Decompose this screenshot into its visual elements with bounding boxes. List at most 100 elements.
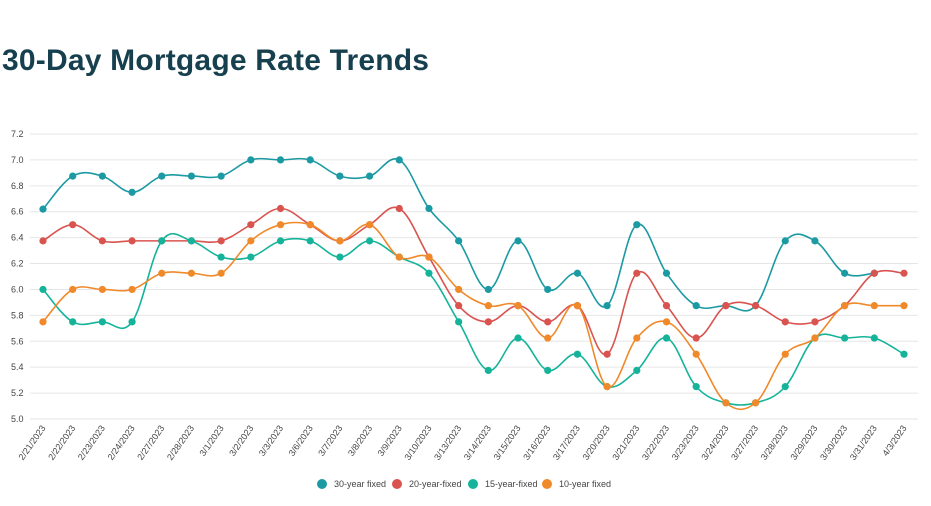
data-point-10-year-fixed[interactable] bbox=[187, 269, 196, 277]
data-point-20-year-fixed[interactable] bbox=[69, 221, 77, 229]
data-point-20-year-fixed[interactable] bbox=[217, 237, 225, 245]
data-point-15-year-fixed[interactable] bbox=[781, 383, 789, 391]
data-point-15-year-fixed[interactable] bbox=[306, 237, 314, 245]
data-point-30-year-fixed[interactable] bbox=[128, 188, 136, 196]
data-point-10-year-fixed[interactable] bbox=[98, 285, 106, 294]
data-point-20-year-fixed[interactable] bbox=[395, 204, 403, 213]
data-point-15-year-fixed[interactable] bbox=[900, 350, 908, 358]
data-point-10-year-fixed[interactable] bbox=[633, 334, 641, 342]
data-point-30-year-fixed[interactable] bbox=[276, 156, 285, 164]
data-point-15-year-fixed[interactable] bbox=[455, 318, 463, 326]
data-point-15-year-fixed[interactable] bbox=[128, 318, 136, 326]
legend-item[interactable]: 20-year-fixed bbox=[392, 479, 462, 489]
data-point-15-year-fixed[interactable] bbox=[514, 334, 522, 342]
data-point-10-year-fixed[interactable] bbox=[306, 221, 314, 229]
data-point-20-year-fixed[interactable] bbox=[633, 269, 641, 277]
data-point-30-year-fixed[interactable] bbox=[484, 285, 492, 294]
data-point-30-year-fixed[interactable] bbox=[39, 205, 47, 213]
data-point-10-year-fixed[interactable] bbox=[662, 318, 671, 326]
data-point-20-year-fixed[interactable] bbox=[811, 318, 819, 326]
data-point-15-year-fixed[interactable] bbox=[39, 285, 47, 294]
data-point-10-year-fixed[interactable] bbox=[692, 350, 700, 358]
data-point-30-year-fixed[interactable] bbox=[336, 172, 344, 180]
data-point-10-year-fixed[interactable] bbox=[425, 253, 433, 261]
data-point-15-year-fixed[interactable] bbox=[841, 334, 849, 342]
legend-item[interactable]: 30-year fixed bbox=[317, 479, 386, 489]
data-point-10-year-fixed[interactable] bbox=[841, 302, 849, 310]
data-point-10-year-fixed[interactable] bbox=[276, 221, 285, 229]
data-point-30-year-fixed[interactable] bbox=[692, 302, 700, 310]
data-point-30-year-fixed[interactable] bbox=[514, 237, 522, 245]
data-point-15-year-fixed[interactable] bbox=[544, 366, 552, 375]
data-point-30-year-fixed[interactable] bbox=[573, 269, 582, 277]
data-point-20-year-fixed[interactable] bbox=[870, 269, 878, 277]
data-point-10-year-fixed[interactable] bbox=[603, 383, 611, 391]
data-point-30-year-fixed[interactable] bbox=[158, 172, 166, 180]
data-point-30-year-fixed[interactable] bbox=[544, 285, 552, 294]
data-point-30-year-fixed[interactable] bbox=[841, 269, 849, 277]
data-point-20-year-fixed[interactable] bbox=[39, 237, 47, 245]
data-point-20-year-fixed[interactable] bbox=[900, 269, 908, 277]
data-point-10-year-fixed[interactable] bbox=[365, 221, 374, 229]
data-point-20-year-fixed[interactable] bbox=[544, 318, 552, 326]
data-point-20-year-fixed[interactable] bbox=[128, 237, 136, 245]
data-point-15-year-fixed[interactable] bbox=[484, 366, 492, 375]
data-point-30-year-fixed[interactable] bbox=[365, 172, 374, 180]
data-point-15-year-fixed[interactable] bbox=[247, 253, 255, 261]
data-point-10-year-fixed[interactable] bbox=[811, 334, 819, 342]
data-point-10-year-fixed[interactable] bbox=[544, 334, 552, 342]
data-point-15-year-fixed[interactable] bbox=[217, 253, 225, 261]
data-point-10-year-fixed[interactable] bbox=[69, 285, 77, 294]
data-point-20-year-fixed[interactable] bbox=[98, 237, 106, 245]
data-point-15-year-fixed[interactable] bbox=[662, 334, 671, 342]
data-point-15-year-fixed[interactable] bbox=[98, 318, 106, 326]
data-point-10-year-fixed[interactable] bbox=[751, 399, 760, 407]
data-point-15-year-fixed[interactable] bbox=[573, 350, 582, 358]
data-point-30-year-fixed[interactable] bbox=[98, 172, 106, 180]
data-point-10-year-fixed[interactable] bbox=[395, 253, 403, 261]
data-point-30-year-fixed[interactable] bbox=[69, 172, 77, 180]
legend-item[interactable]: 10-year fixed bbox=[542, 479, 611, 489]
data-point-20-year-fixed[interactable] bbox=[781, 318, 789, 326]
data-point-15-year-fixed[interactable] bbox=[425, 269, 433, 277]
data-point-20-year-fixed[interactable] bbox=[722, 302, 730, 310]
data-point-15-year-fixed[interactable] bbox=[69, 318, 77, 326]
data-point-20-year-fixed[interactable] bbox=[455, 302, 463, 310]
data-point-15-year-fixed[interactable] bbox=[870, 334, 878, 342]
data-point-30-year-fixed[interactable] bbox=[247, 156, 255, 164]
data-point-20-year-fixed[interactable] bbox=[603, 350, 611, 358]
data-point-15-year-fixed[interactable] bbox=[633, 366, 641, 375]
data-point-30-year-fixed[interactable] bbox=[603, 302, 611, 310]
data-point-10-year-fixed[interactable] bbox=[158, 269, 166, 277]
data-point-30-year-fixed[interactable] bbox=[811, 237, 819, 245]
data-point-10-year-fixed[interactable] bbox=[217, 269, 225, 277]
data-point-15-year-fixed[interactable] bbox=[365, 237, 374, 245]
data-point-15-year-fixed[interactable] bbox=[692, 383, 700, 391]
data-point-30-year-fixed[interactable] bbox=[217, 172, 225, 180]
data-point-20-year-fixed[interactable] bbox=[276, 204, 285, 213]
data-point-20-year-fixed[interactable] bbox=[751, 302, 760, 310]
data-point-10-year-fixed[interactable] bbox=[128, 285, 136, 294]
data-point-20-year-fixed[interactable] bbox=[662, 302, 671, 310]
data-point-30-year-fixed[interactable] bbox=[633, 221, 641, 229]
data-point-15-year-fixed[interactable] bbox=[336, 253, 344, 261]
data-point-30-year-fixed[interactable] bbox=[395, 156, 403, 164]
data-point-20-year-fixed[interactable] bbox=[247, 221, 255, 229]
data-point-20-year-fixed[interactable] bbox=[692, 334, 700, 342]
data-point-30-year-fixed[interactable] bbox=[662, 269, 671, 277]
data-point-10-year-fixed[interactable] bbox=[573, 302, 582, 310]
data-point-15-year-fixed[interactable] bbox=[276, 237, 285, 245]
data-point-30-year-fixed[interactable] bbox=[781, 237, 789, 245]
legend-item[interactable]: 15-year-fixed bbox=[468, 479, 538, 489]
data-point-10-year-fixed[interactable] bbox=[336, 237, 344, 245]
data-point-20-year-fixed[interactable] bbox=[484, 318, 492, 326]
data-point-10-year-fixed[interactable] bbox=[484, 302, 492, 310]
data-point-30-year-fixed[interactable] bbox=[425, 204, 433, 213]
data-point-10-year-fixed[interactable] bbox=[247, 237, 255, 245]
data-point-10-year-fixed[interactable] bbox=[514, 302, 522, 310]
data-point-30-year-fixed[interactable] bbox=[455, 237, 463, 245]
data-point-30-year-fixed[interactable] bbox=[306, 156, 314, 164]
data-point-10-year-fixed[interactable] bbox=[722, 399, 730, 407]
data-point-10-year-fixed[interactable] bbox=[455, 285, 463, 294]
data-point-10-year-fixed[interactable] bbox=[870, 302, 878, 310]
